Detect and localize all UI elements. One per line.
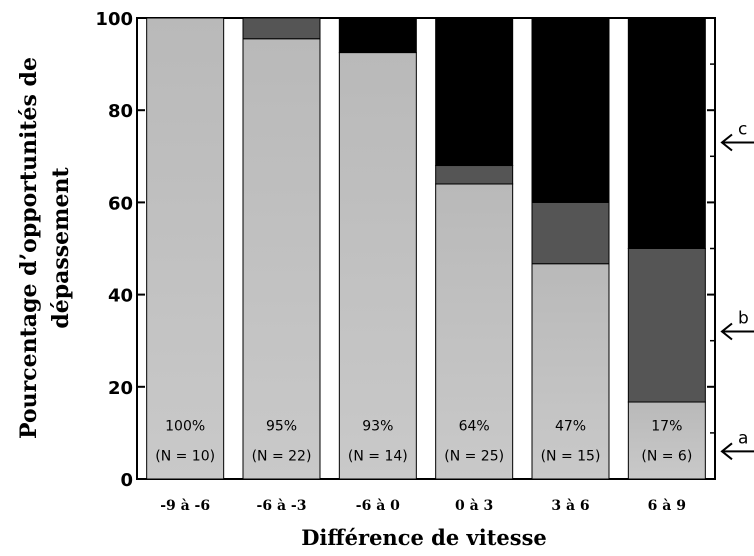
bar-segment-1 (338, 52, 417, 480)
y-tick-label: 40 (108, 286, 133, 307)
annotation-label: a (738, 428, 748, 448)
y-tick-label: 20 (108, 378, 133, 399)
bar-percent-label: 100% (165, 419, 205, 435)
bar-segment-3 (627, 17, 706, 249)
bar-n-label: (N = 14) (348, 449, 408, 465)
bar-segment-3 (338, 17, 417, 54)
bar-percent-label: 64% (459, 419, 490, 435)
y-axis-label-line: dépassement (48, 167, 74, 329)
bar-n-label: (N = 10) (155, 449, 215, 465)
annotation-label: c (738, 119, 747, 139)
y-tick-label: 0 (120, 470, 133, 491)
x-tick-label: 3 à 6 (551, 498, 589, 514)
bar-segment-2 (242, 17, 321, 40)
annotation-label: b (738, 308, 749, 328)
bar-segment-2 (627, 248, 706, 403)
annotation-b: b (720, 308, 754, 341)
y-axis-label-line: Pourcentage d’opportunités de (16, 57, 42, 439)
y-tick-label: 100 (95, 9, 133, 30)
bar-n-label: (N = 25) (444, 449, 504, 465)
bar-segment-1 (531, 263, 610, 480)
bar-segment-2 (531, 201, 610, 265)
x-tick-label: -6 à 0 (356, 498, 400, 514)
x-tick-label: 0 à 3 (455, 498, 493, 514)
y-tick-label: 80 (108, 101, 133, 122)
bar-segment-3 (531, 17, 610, 203)
x-tick-label: -6 à -3 (257, 498, 307, 514)
bar-n-label: (N = 15) (541, 449, 601, 465)
bar-segment-1 (242, 38, 321, 480)
annotation-c: c (720, 119, 754, 152)
bar-segment-2 (435, 165, 514, 185)
annotation-a: a (720, 428, 754, 461)
x-tick-label: -9 à -6 (160, 498, 210, 514)
bar-percent-label: 95% (266, 419, 297, 435)
bar-percent-label: 17% (651, 419, 682, 435)
plot-area: 0 20 40 60 80 100 100% (N = 10) -9 à -6 95% (N = 2… (95, 9, 754, 514)
bar-n-label: (N = 6) (641, 449, 692, 465)
y-tick-label: 60 (108, 193, 133, 214)
bar-segment-1 (146, 17, 225, 480)
x-tick-label: 6 à 9 (648, 498, 686, 514)
bar-segment-3 (435, 17, 514, 167)
bar-percent-label: 93% (362, 419, 393, 435)
bar-percent-label: 47% (555, 419, 586, 435)
bar-segment-1 (435, 183, 514, 480)
y-axis-label: Pourcentage d’opportunités de dépassement (16, 57, 74, 439)
bar-n-label: (N = 22) (252, 449, 312, 465)
x-axis-label: Différence de vitesse (301, 525, 547, 550)
bar-segment-1 (627, 401, 706, 480)
